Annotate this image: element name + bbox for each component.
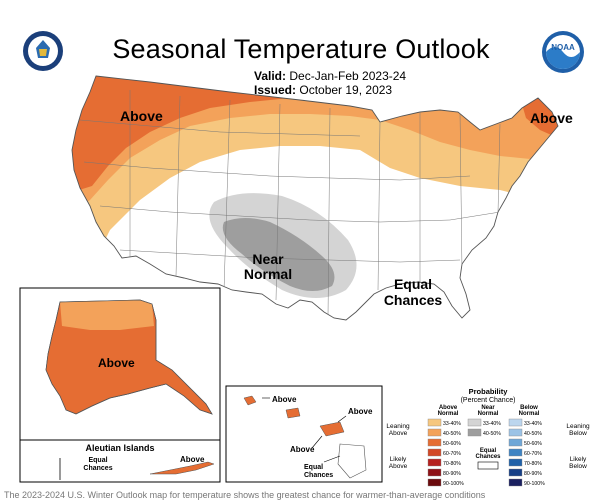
label-near-normal-2: Normal: [244, 266, 292, 282]
label-alaska-above: Above: [98, 356, 135, 370]
legend-below-row-swatch: [508, 418, 523, 427]
issued-label: Issued:: [254, 83, 297, 97]
legend-below-row-swatch: [508, 438, 523, 447]
legend-likely-below-1: Likely: [570, 456, 587, 463]
legend-near-row-swatch: [467, 428, 482, 437]
legend-above-row-label: 70-80%: [443, 461, 461, 467]
legend-below-row-swatch: [508, 448, 523, 457]
probability-legend: Probability (Percent Chance) Above Norma…: [386, 387, 590, 487]
aleutian-inset-frame: [19, 439, 221, 483]
label-near-normal-1: Near: [252, 251, 284, 267]
label-hawaii-equal-2: Chances: [304, 472, 333, 479]
legend-below-row-swatch: [508, 468, 523, 477]
legend-below-row-label: 40-50%: [524, 431, 542, 437]
hawaii-maui: [319, 421, 345, 437]
legend-below-column: 33-40% 40-50% 50-60% 60-70% 70-80% 80-90% 90-1…: [508, 418, 545, 487]
hawaii-kauai: [243, 395, 257, 406]
legend-below-row-label: 80-90%: [524, 471, 542, 477]
label-above-west: Above: [120, 108, 163, 124]
legend-col-below-1: Below: [520, 405, 538, 411]
conus-outline: [71, 75, 559, 321]
aleutian-islands-east: [149, 461, 215, 475]
legend-above-row-label: 40-50%: [443, 431, 461, 437]
legend-above-row-label: 33-40%: [443, 421, 461, 427]
label-hawaii-equal-1: Equal: [304, 464, 323, 471]
doc-seal-icon: [23, 31, 63, 71]
legend-likely-above-2: Above: [389, 463, 408, 470]
page-title: Seasonal Temperature Outlook: [112, 34, 490, 64]
legend-below-row-label: 70-80%: [524, 461, 542, 467]
legend-above-row-label: 90-100%: [443, 481, 464, 487]
legend-below-row-swatch: [508, 428, 523, 437]
legend-col-near-2: Normal: [478, 411, 499, 417]
legend-leaning-below-2: Below: [569, 430, 587, 437]
legend-equal-swatch: [477, 461, 499, 470]
legend-equal-2: Chances: [475, 454, 501, 460]
legend-leaning-below-1: Leaning: [566, 423, 590, 430]
legend-above-row-swatch: [427, 478, 442, 487]
issued-line: Issued: October 19, 2023: [254, 83, 392, 97]
legend-above-row-swatch: [427, 448, 442, 457]
legend-col-above-2: Normal: [438, 411, 459, 417]
legend-likely-above-1: Likely: [390, 456, 407, 463]
legend-title-1: Probability: [469, 387, 509, 396]
legend-above-row-swatch: [427, 468, 442, 477]
label-hawaii-above-3: Above: [290, 445, 315, 454]
legend-below-row-swatch: [508, 458, 523, 467]
legend-col-below-2: Normal: [519, 411, 540, 417]
label-aleutian-title: Aleutian Islands: [85, 443, 154, 453]
label-above-maine: Above: [530, 110, 573, 126]
legend-near-column: 33-40% 40-50%: [467, 418, 501, 437]
legend-below-row-label: 90-100%: [524, 481, 545, 487]
noaa-logo-icon: NOAA: [542, 31, 584, 73]
noaa-logo-text: NOAA: [551, 43, 575, 52]
legend-above-row-swatch: [427, 438, 442, 447]
issued-value: October 19, 2023: [299, 83, 393, 97]
legend-above-row-label: 80-90%: [443, 471, 461, 477]
legend-above-column: 33-40% 40-50% 50-60% 60-70% 70-80% 80-90% 90-1…: [427, 418, 464, 487]
label-aleutian-above: Above: [180, 455, 205, 464]
legend-below-row-label: 50-60%: [524, 441, 542, 447]
legend-below-row-label: 60-70%: [524, 451, 542, 457]
valid-line: Valid: Dec-Jan-Feb 2023-24: [254, 69, 406, 83]
legend-near-row-label: 40-50%: [483, 431, 501, 437]
legend-above-row-swatch: [427, 428, 442, 437]
legend-above-row-label: 60-70%: [443, 451, 461, 457]
state-borders: [79, 90, 501, 317]
label-equal-1: Equal: [394, 276, 432, 292]
legend-leaning-above-2: Above: [389, 430, 408, 437]
label-hawaii-above-2: Above: [348, 407, 373, 416]
legend-near-row-swatch: [467, 418, 482, 427]
label-aleutian-equal-2: Chances: [83, 465, 112, 472]
legend-above-row-label: 50-60%: [443, 441, 461, 447]
legend-likely-below-2: Below: [569, 463, 587, 470]
valid-value: Dec-Jan-Feb 2023-24: [289, 69, 407, 83]
legend-leaning-above-1: Leaning: [386, 423, 410, 430]
label-equal-2: Chances: [384, 292, 443, 308]
legend-equal-1: Equal: [480, 448, 497, 454]
legend-below-row-swatch: [508, 478, 523, 487]
hawaii-oahu: [285, 407, 301, 419]
legend-above-row-swatch: [427, 458, 442, 467]
label-hawaii-above-1: Above: [272, 395, 297, 404]
valid-label: Valid:: [254, 69, 287, 83]
hawaii-big-island: [337, 443, 367, 479]
legend-col-above-1: Above: [439, 405, 458, 411]
legend-near-row-label: 33-40%: [483, 421, 501, 427]
label-aleutian-equal-1: Equal: [88, 457, 107, 464]
legend-below-row-label: 33-40%: [524, 421, 542, 427]
caption-text: The 2023-2024 U.S. Winter Outlook map fo…: [4, 490, 486, 500]
legend-col-near-1: Near: [481, 405, 495, 411]
legend-above-row-swatch: [427, 418, 442, 427]
legend-title-2: (Percent Chance): [461, 397, 516, 404]
alaska-north-zone: [60, 300, 154, 330]
